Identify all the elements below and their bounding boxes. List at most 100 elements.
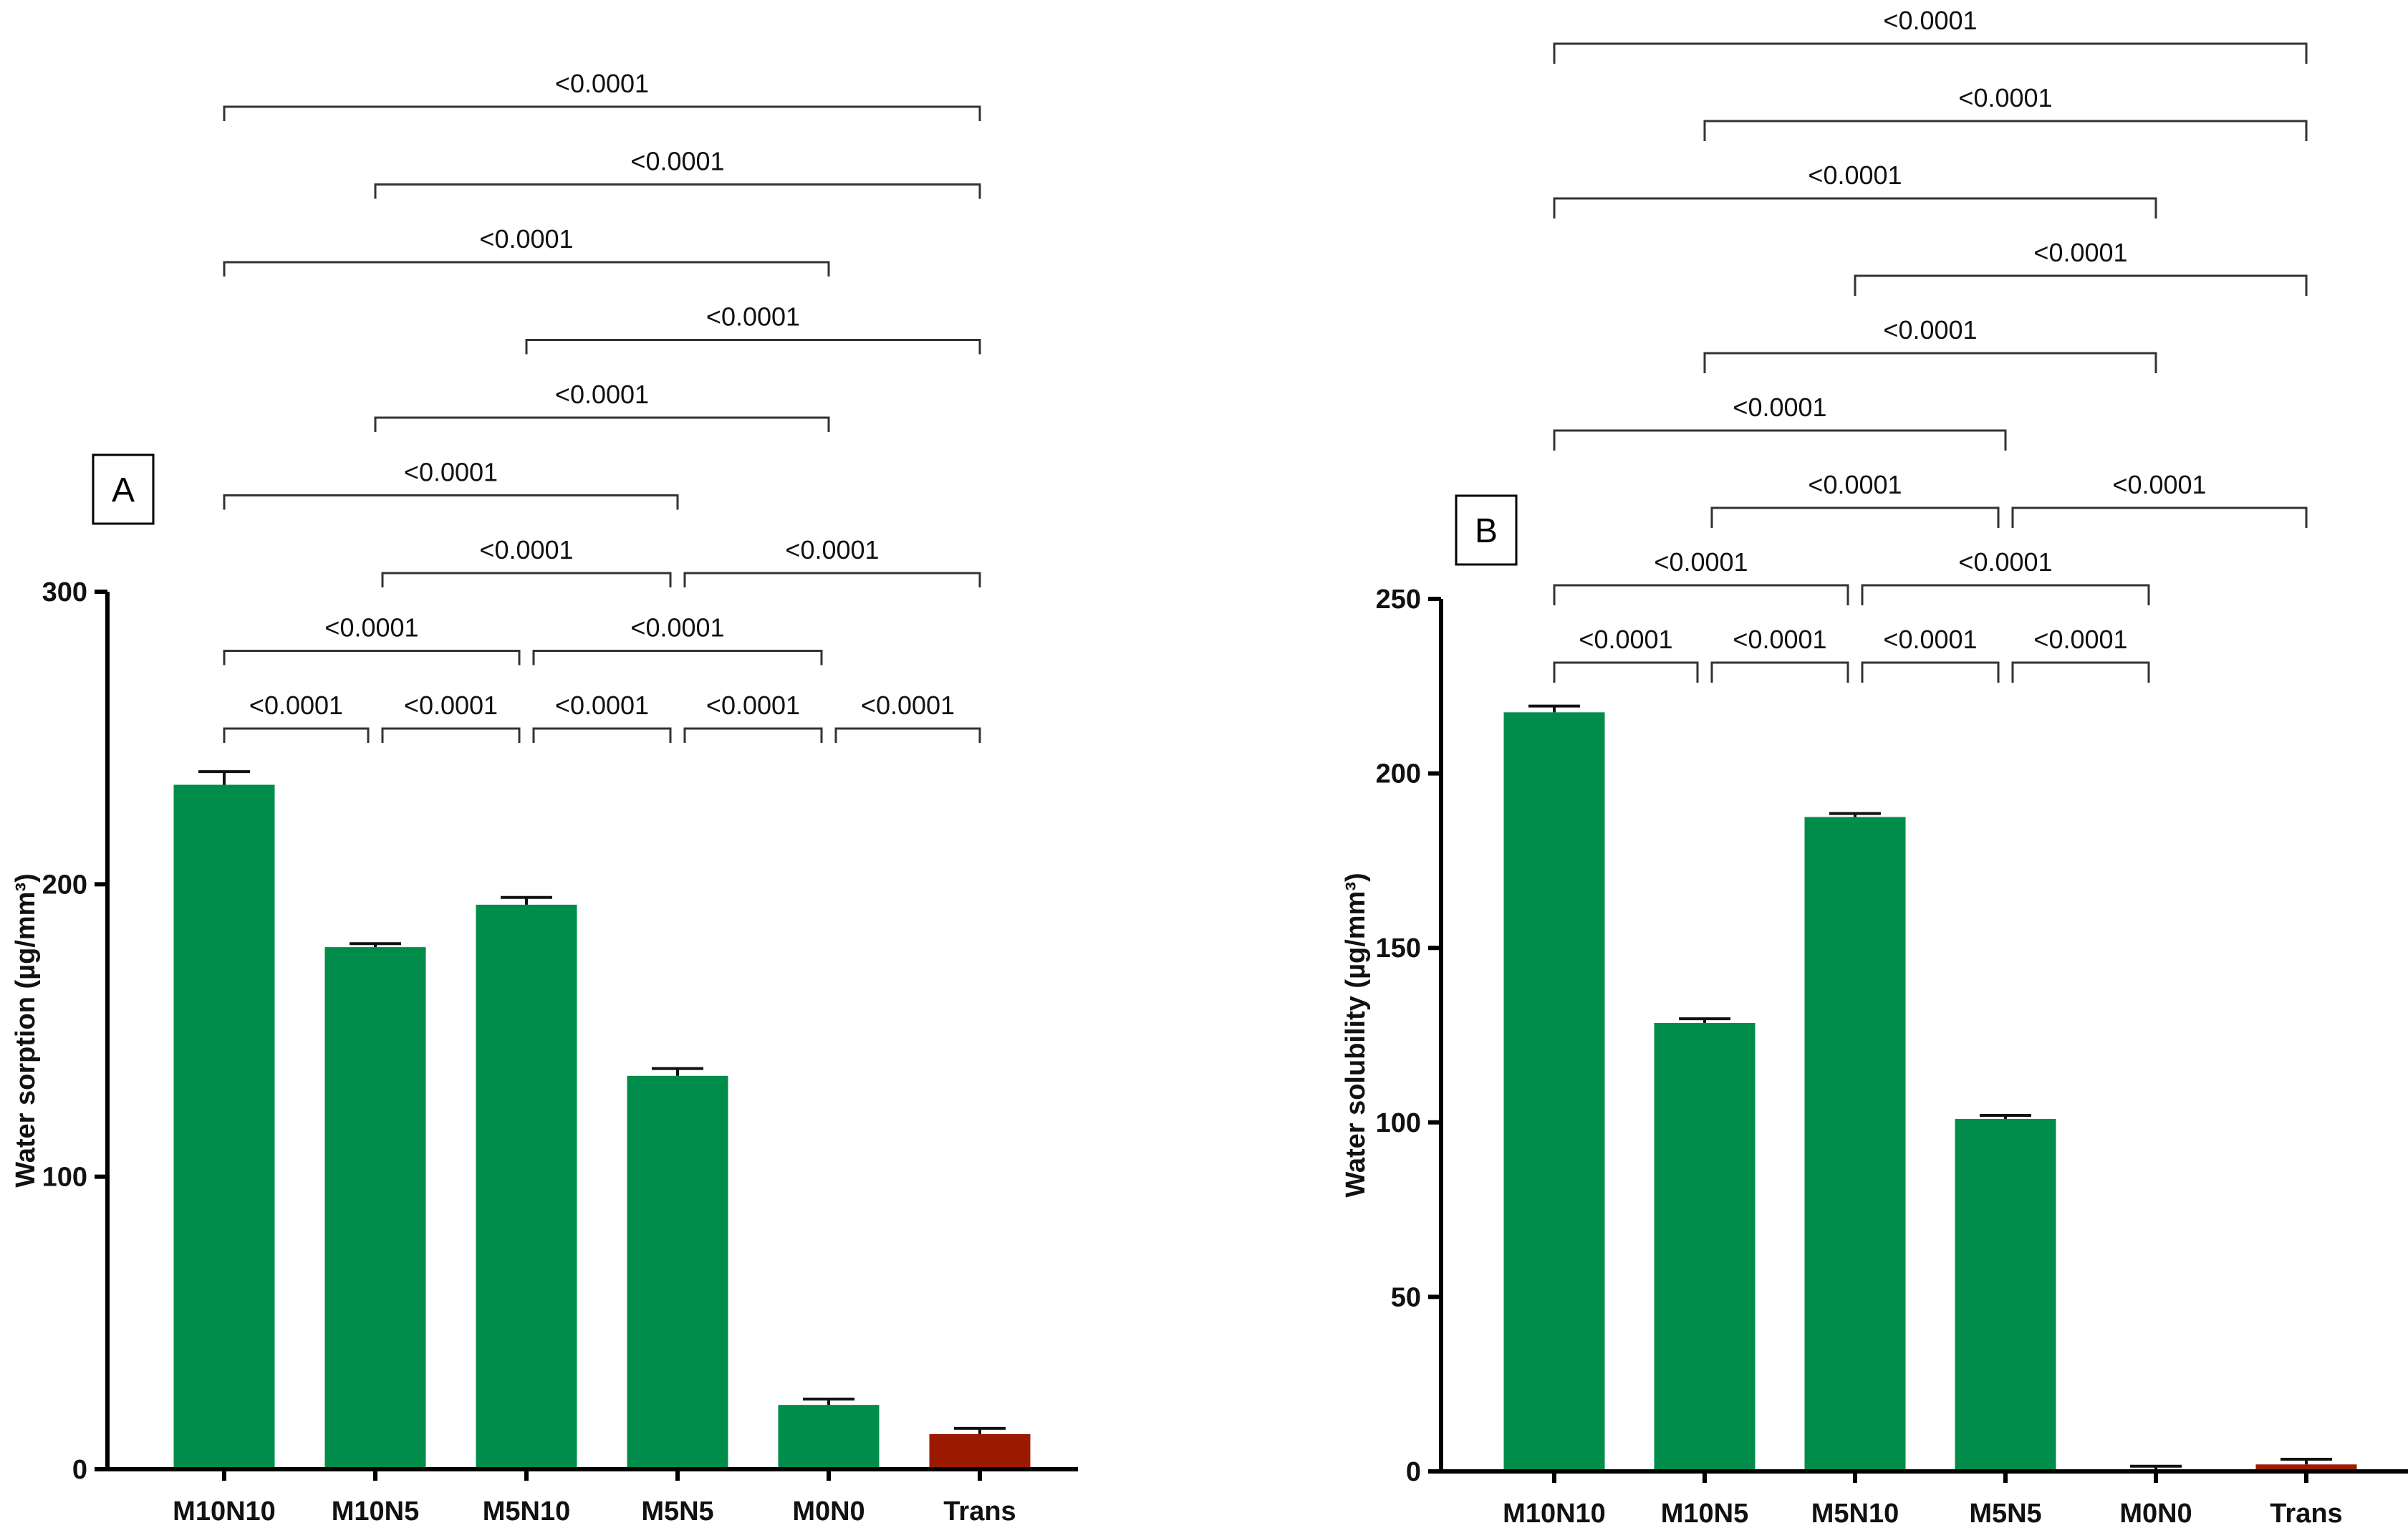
p-value-label: <0.0001 <box>324 613 418 643</box>
significance-bracket: <0.0001 <box>374 147 981 199</box>
p-value-label: <0.0001 <box>479 535 573 564</box>
significance-bracket: <0.0001 <box>381 535 672 587</box>
x-category-label: M10N10 <box>1503 1499 1606 1528</box>
x-category-label: M5N10 <box>1811 1499 1899 1528</box>
y-tick-label: 0 <box>72 1455 87 1485</box>
significance-bracket: <0.0001 <box>1553 393 2007 451</box>
x-category-label: M10N5 <box>1661 1499 1749 1528</box>
significance-bracket: <0.0001 <box>1854 238 2308 296</box>
significance-bracket: <0.0001 <box>525 302 981 355</box>
bar-m5n5 <box>627 1075 728 1469</box>
p-value-label: <0.0001 <box>555 691 649 720</box>
error-bar-m10n10 <box>1528 704 1580 713</box>
x-category-label: M10N10 <box>173 1496 276 1527</box>
significance-bracket: <0.0001 <box>1861 547 2150 605</box>
significance-bracket: <0.0001 <box>374 380 830 432</box>
significance-bracket: <0.0001 <box>683 691 823 743</box>
y-tick-label: 200 <box>42 870 87 900</box>
p-value-label: <0.0001 <box>1883 625 1977 654</box>
bar-m10n10 <box>173 784 275 1469</box>
p-value-label: <0.0001 <box>1579 625 1672 654</box>
p-value-label: <0.0001 <box>1808 160 1902 190</box>
significance-bracket: <0.0001 <box>1703 83 2308 141</box>
p-value-label: <0.0001 <box>1883 6 1977 35</box>
panel-label: A <box>112 471 135 509</box>
y-tick-label: 150 <box>1376 933 1421 964</box>
p-value-label: <0.0001 <box>1654 547 1748 577</box>
p-value-label: <0.0001 <box>249 691 343 720</box>
significance-bracket: <0.0001 <box>223 224 830 277</box>
x-category-label: Trans <box>943 1496 1016 1527</box>
error-bar-m5n10 <box>1829 812 1881 817</box>
p-value-label: <0.0001 <box>785 535 879 564</box>
significance-bracket: <0.0001 <box>1553 625 1699 683</box>
error-bar-trans <box>954 1426 1006 1434</box>
significance-bracket: <0.0001 <box>223 691 370 743</box>
panel-label-box <box>1455 494 1518 566</box>
y-tick-label: 50 <box>1391 1282 1421 1312</box>
bar-m5n10 <box>1804 817 1906 1471</box>
p-value-label: <0.0001 <box>404 458 498 487</box>
y-tick-label: 300 <box>42 577 87 607</box>
p-value-label: <0.0001 <box>1733 625 1826 654</box>
p-value-label: <0.0001 <box>630 613 724 643</box>
y-axis-title: Water solubility (µg/mm³) <box>1341 873 1371 1197</box>
significance-bracket: <0.0001 <box>381 691 521 743</box>
panel-a-water-sorption: A 0 100 200 300 M10N10 M10N5 M5N10 M5N5 M0N0 Trans… <box>11 69 1078 1527</box>
error-bar-m0n0 <box>803 1398 854 1406</box>
x-category-label: M0N0 <box>2119 1499 2192 1528</box>
p-value-label: <0.0001 <box>2033 238 2127 267</box>
p-value-label: <0.0001 <box>404 691 498 720</box>
error-bar-trans <box>2281 1457 2332 1465</box>
p-value-label: <0.0001 <box>1958 83 2052 112</box>
p-value-label: <0.0001 <box>555 380 649 409</box>
x-category-label: M5N5 <box>1969 1499 2041 1528</box>
bar-m10n5 <box>1654 1022 1756 1471</box>
error-bar-m10n10 <box>198 770 250 785</box>
significance-bracket: <0.0001 <box>1861 625 2000 683</box>
significance-bracket: <0.0001 <box>834 691 981 743</box>
p-value-label: <0.0001 <box>861 691 955 720</box>
p-value-label: <0.0001 <box>479 224 573 254</box>
significance-bracket: <0.0001 <box>223 458 679 510</box>
p-value-label: <0.0001 <box>1808 470 1902 499</box>
p-value-label: <0.0001 <box>1733 393 1826 422</box>
error-bar-m10n5 <box>350 942 401 948</box>
x-category-label: M0N0 <box>792 1496 865 1527</box>
bar-m5n10 <box>476 904 577 1469</box>
significance-bracket: <0.0001 <box>2011 470 2308 528</box>
y-tick-label: 200 <box>1376 759 1421 789</box>
bar-m5n5 <box>1955 1118 2056 1471</box>
significance-bracket: <0.0001 <box>223 69 981 121</box>
p-value-label: <0.0001 <box>706 691 800 720</box>
y-tick-label: 100 <box>42 1163 87 1193</box>
p-value-label: <0.0001 <box>2112 470 2206 499</box>
panel-b-water-solubility: B 0 50 100 150 200 250 M10N10 M10N5 M5N10 M5N5 M0N0… <box>1341 6 2408 1528</box>
error-bar-m5n10 <box>501 895 552 905</box>
significance-bracket: <0.0001 <box>683 535 981 587</box>
bar-trans <box>929 1434 1031 1469</box>
x-category-label: M5N10 <box>483 1496 571 1527</box>
p-value-label: <0.0001 <box>706 302 800 332</box>
panel-label-box <box>92 453 155 525</box>
significance-bracket: <0.0001 <box>1553 160 2157 218</box>
significance-bracket: <0.0001 <box>1710 625 1849 683</box>
x-category-label: M10N5 <box>332 1496 420 1527</box>
y-axis-title: Water sorption (µg/mm³) <box>11 873 41 1187</box>
y-tick-label: 0 <box>1406 1457 1421 1487</box>
y-tick-label: 100 <box>1376 1108 1421 1138</box>
significance-bracket: <0.0001 <box>1703 315 2157 373</box>
y-tick-label: 250 <box>1376 585 1421 615</box>
p-value-label: <0.0001 <box>1883 315 1977 345</box>
bar-m10n10 <box>1503 712 1605 1471</box>
bar-m0n0 <box>778 1405 880 1469</box>
p-value-label: <0.0001 <box>2033 625 2127 654</box>
significance-bracket: <0.0001 <box>532 613 823 666</box>
error-bar-m5n5 <box>1980 1114 2031 1119</box>
panel-label: B <box>1475 512 1498 550</box>
error-bar-m10n5 <box>1679 1017 1730 1023</box>
significance-bracket: <0.0001 <box>1553 547 1849 605</box>
significance-bracket: <0.0001 <box>2011 625 2150 683</box>
significance-bracket: <0.0001 <box>532 691 672 743</box>
